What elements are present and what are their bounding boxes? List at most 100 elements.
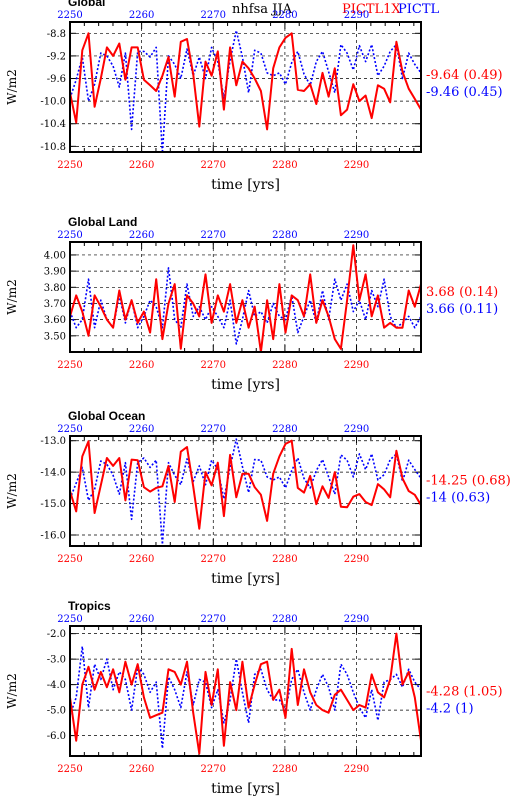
chart0-ytick-label-2: -9.6 — [47, 74, 66, 85]
chart1-ytick-label-1: 3.60 — [44, 315, 66, 326]
chart2-xtick-top-label-3: 2280 — [272, 424, 297, 435]
chart3-xtick-top-label-0: 2250 — [57, 614, 82, 625]
chart2-xtick-top-label-2: 2270 — [201, 424, 226, 435]
chart2-ylabel: W/m2 — [5, 473, 19, 508]
chart2-xtick-label-1: 2260 — [129, 554, 154, 565]
chart3-ylabel: W/m2 — [5, 673, 19, 708]
chart0-xtick-label-1: 2260 — [129, 160, 154, 171]
chart2-xtick-label-3: 2280 — [272, 554, 297, 565]
chart3-xtick-top-label-2: 2270 — [201, 614, 226, 625]
chart1-xtick-top-label-2: 2270 — [201, 230, 226, 241]
chart3-xtick-top-label-1: 2260 — [129, 614, 154, 625]
chart2-ytick-label-2: -15.0 — [40, 499, 66, 510]
chart3-ytick-label-3: -5.0 — [47, 706, 66, 717]
chart1-ytick-label-4: 3.90 — [44, 267, 66, 278]
chart2-xtick-top-label-4: 2290 — [344, 424, 369, 435]
chart1-xtick-top-label-3: 2280 — [272, 230, 297, 241]
chart2-xtick-label-2: 2270 — [201, 554, 226, 565]
chart0-series-exp1-line — [70, 32, 421, 131]
chart0-xtick-top-label-1: 2260 — [129, 10, 154, 21]
chart0-xtick-label-3: 2280 — [272, 160, 297, 171]
chart2-xlabel: time [yrs] — [211, 571, 280, 587]
chart0-ytick-label-4: -10.4 — [40, 119, 66, 130]
chart0-xtick-label-0: 2250 — [57, 160, 82, 171]
chart3-series-exp1-line — [70, 632, 421, 755]
chart3-xtick-label-3: 2280 — [272, 764, 297, 775]
chart3-xtick-label-4: 2290 — [344, 764, 369, 775]
chart2-xtick-label-0: 2250 — [57, 554, 82, 565]
chart1-frame — [69, 241, 422, 353]
chart1-xtick-top-label-0: 2250 — [57, 230, 82, 241]
chart2-xtick-top-label-0: 2250 — [57, 424, 82, 435]
chart2-series-exp1-line — [70, 439, 421, 530]
chart3-xtick-label-0: 2250 — [57, 764, 82, 775]
chart1-exp1-final-stat: 3.68 (0.14) — [426, 285, 498, 300]
chart3-xlabel: time [yrs] — [211, 781, 280, 797]
chart1-xlabel: time [yrs] — [211, 377, 280, 393]
variable-season-label: nhfsa JJA — [232, 2, 293, 17]
chart2-exp2-final-stat: -14 (0.63) — [426, 490, 490, 505]
chart0-panel: Global -8.8 -9.2 -9.6 -10.0 -10.4 -10.8 2250 225… — [5, 0, 503, 193]
chart0-ytick-label-5: -10.8 — [40, 142, 66, 153]
chart3-exp1-final-stat: -4.28 (1.05) — [426, 685, 503, 700]
chart2-ytick-label-3: -16.0 — [40, 531, 66, 542]
chart1-xtick-label-4: 2290 — [344, 360, 369, 371]
chart1-ytick-label-5: 4.00 — [44, 250, 66, 261]
chart1-xtick-label-0: 2250 — [57, 360, 82, 371]
chart3-xtick-label-1: 2260 — [129, 764, 154, 775]
chart0-xtick-top-label-2: 2270 — [201, 10, 226, 21]
chart0-ytick-label-1: -9.2 — [47, 51, 66, 62]
legend-exp1-label: PICTL1X — [342, 2, 401, 17]
chart1-exp2-final-stat: 3.66 (0.11) — [426, 302, 498, 317]
chart1-ytick-label-2: 3.70 — [44, 299, 66, 310]
chart0-xtick-top-label-0: 2250 — [57, 10, 82, 21]
chart2-exp1-final-stat: -14.25 (0.68) — [426, 473, 511, 488]
chart0-exp1-final-stat: -9.64 (0.49) — [426, 68, 503, 83]
chart2-title: Global Ocean — [68, 409, 145, 423]
chart0-ylabel: W/m2 — [5, 69, 19, 104]
chart0-xtick-top-label-4: 2290 — [344, 10, 369, 21]
chart0-xlabel: time [yrs] — [211, 177, 280, 193]
chart2-xtick-top-label-1: 2260 — [129, 424, 154, 435]
chart3-xtick-top-label-3: 2280 — [272, 614, 297, 625]
chart2-ytick-label-0: -13.0 — [40, 436, 66, 447]
chart3-panel: Tropics -2.0 -3.0 -4.0 -5.0 -6.0 2250 2250 2260 2… — [5, 599, 503, 797]
chart1-panel: Global Land 3.50 3.60 3.70 3.80 3.90 4.00 2250 2… — [5, 215, 498, 393]
chart1-ylabel: W/m2 — [5, 279, 19, 314]
chart3-frame — [69, 625, 422, 757]
chart1-ytick-label-0: 3.50 — [44, 331, 66, 342]
chart1-xtick-top-label-4: 2290 — [344, 230, 369, 241]
chart3-exp2-final-stat: -4.2 (1) — [426, 702, 474, 717]
chart2-frame — [69, 435, 422, 547]
chart0-ytick-label-3: -10.0 — [40, 97, 66, 108]
chart0-xtick-label-4: 2290 — [344, 160, 369, 171]
chart3-ytick-label-1: -3.0 — [47, 655, 66, 666]
chart0-xtick-top-label-3: 2280 — [272, 10, 297, 21]
chart2-xtick-label-4: 2290 — [344, 554, 369, 565]
legend-exp2-label: PICTL — [398, 2, 440, 17]
chart3-ytick-label-2: -4.0 — [47, 680, 66, 691]
chart1-xtick-label-2: 2270 — [201, 360, 226, 371]
chart3-xtick-top-label-4: 2290 — [344, 614, 369, 625]
chart0-xtick-label-2: 2270 — [201, 160, 226, 171]
chart0-title: Global — [68, 0, 105, 9]
chart2-ytick-label-1: -14.0 — [40, 468, 66, 479]
chart1-series-exp1-line — [70, 244, 421, 352]
chart0-exp2-final-stat: -9.46 (0.45) — [426, 85, 503, 100]
chart2-series-exp2-line — [70, 438, 421, 546]
chart2-panel: Global Ocean -13.0 -14.0 -15.0 -16.0 2250 2250… — [5, 409, 511, 587]
chart0-series-exp2-line — [70, 29, 421, 152]
chart3-ytick-label-0: -2.0 — [47, 629, 66, 640]
chart3-ytick-label-4: -6.0 — [47, 731, 66, 742]
chart1-xtick-top-label-1: 2260 — [129, 230, 154, 241]
chart0-frame — [69, 21, 422, 153]
chart3-xtick-label-2: 2270 — [201, 764, 226, 775]
chart1-xtick-label-3: 2280 — [272, 360, 297, 371]
chart1-title: Global Land — [68, 215, 137, 229]
chart3-title: Tropics — [68, 599, 111, 613]
chart1-ytick-label-3: 3.80 — [44, 283, 66, 294]
chart1-xtick-label-1: 2260 — [129, 360, 154, 371]
chart0-ytick-label-0: -8.8 — [47, 29, 66, 40]
chart3-series-exp2-line — [70, 645, 421, 750]
